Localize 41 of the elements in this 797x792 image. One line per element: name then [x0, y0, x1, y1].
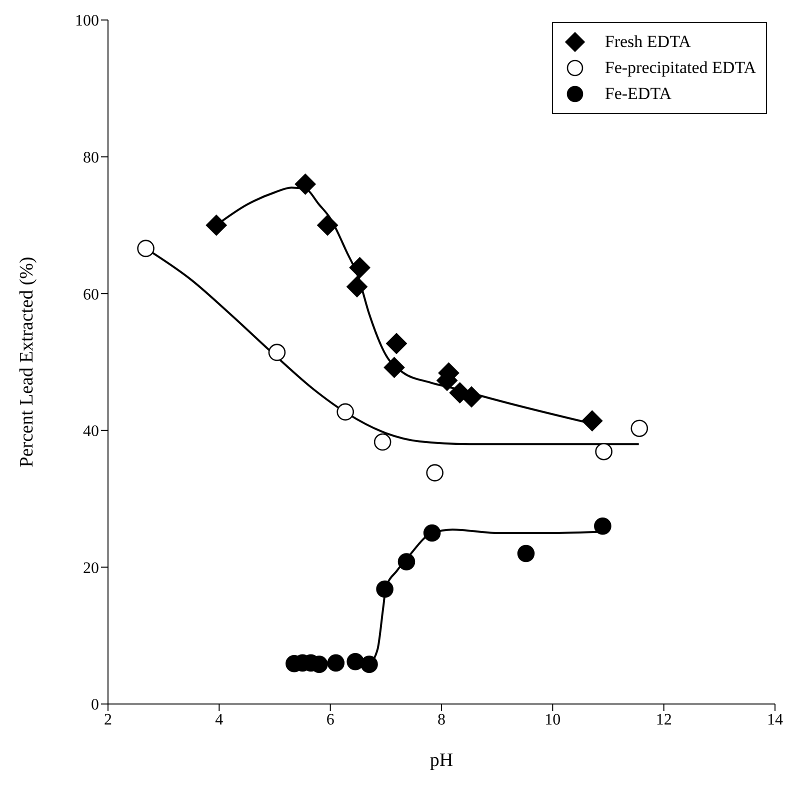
point	[294, 174, 316, 195]
point	[398, 553, 416, 570]
point	[630, 420, 648, 437]
point	[426, 464, 444, 482]
y-tick-label: 60	[83, 286, 99, 304]
legend-label: Fe-precipitated EDTA	[604, 58, 756, 78]
point	[423, 524, 441, 542]
x-tick-label: 12	[656, 711, 672, 728]
point	[346, 652, 364, 670]
x-tick-label: 8	[438, 711, 446, 728]
y-tick-label: 100	[75, 12, 99, 30]
point	[206, 214, 227, 236]
legend-label: Fe-EDTA	[604, 84, 672, 104]
point	[384, 356, 405, 378]
point	[376, 580, 394, 598]
point	[360, 656, 378, 673]
point	[317, 214, 338, 236]
y-axis-title: Percent Lead Extracted (%)	[16, 256, 38, 468]
point	[349, 257, 370, 278]
point	[582, 410, 603, 432]
x-axis-title: pH	[430, 750, 454, 771]
x-tick-label: 2	[104, 711, 112, 728]
x-tick-label: 6	[326, 711, 334, 728]
point	[336, 403, 354, 421]
point	[517, 544, 535, 562]
y-tick-label: 80	[83, 149, 99, 166]
point	[346, 276, 368, 298]
legend-label: Fresh EDTA	[604, 32, 691, 52]
y-tick-label: 40	[83, 423, 99, 440]
point	[137, 240, 154, 258]
x-tick-label: 10	[544, 711, 561, 728]
point	[327, 654, 345, 672]
y-tick-label: 0	[91, 696, 99, 714]
point	[386, 333, 407, 354]
point	[268, 344, 286, 362]
point	[594, 518, 612, 535]
x-tick-label: 14	[767, 711, 783, 728]
point	[595, 442, 612, 460]
x-tick-label: 4	[215, 711, 224, 728]
y-tick-label: 20	[83, 560, 99, 577]
point	[374, 433, 392, 451]
